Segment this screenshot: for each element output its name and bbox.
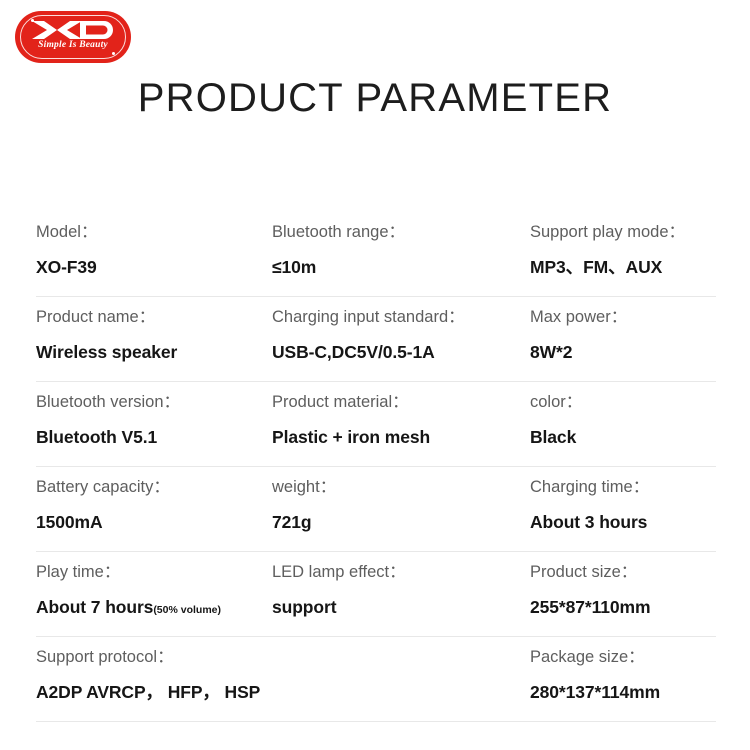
- spec-label: Support play mode：: [530, 223, 686, 241]
- logo-dot-bottom-right: [112, 52, 115, 55]
- spec-label: Model：: [36, 223, 98, 241]
- spec-value-main: About 7 hours: [36, 596, 154, 617]
- spec-label: LED lamp effect：: [272, 563, 406, 581]
- xo-brand-logo: Simple Is Beauty: [15, 11, 131, 63]
- table-row: Battery capacity： 1500mA weight： 721g Ch…: [36, 467, 716, 552]
- spec-cell: Battery capacity： 1500mA: [36, 479, 272, 531]
- spec-value: MP3、FM、AUX: [530, 256, 663, 277]
- spec-label: Max power：: [530, 308, 628, 326]
- spec-cell: LED lamp effect： support: [272, 564, 530, 616]
- spec-value: Black: [530, 426, 577, 447]
- spec-value: A2DP AVRCP， HFP， HSP: [36, 681, 261, 702]
- spec-cell: Product size： 255*87*110mm: [530, 564, 716, 616]
- spec-label: color：: [530, 393, 583, 411]
- spec-value: 721g: [272, 511, 312, 532]
- spec-cell: Product name： Wireless speaker: [36, 309, 272, 361]
- spec-label: Support protocol：: [36, 648, 174, 666]
- spec-cell: weight： 721g: [272, 479, 530, 531]
- spec-cell: Support protocol： A2DP AVRCP， HFP， HSP: [36, 649, 272, 701]
- table-row: Bluetooth version： Bluetooth V5.1 Produc…: [36, 382, 716, 467]
- spec-value: XO-F39: [36, 256, 97, 277]
- logo-dot-top-left: [31, 19, 34, 22]
- spec-value: support: [272, 596, 337, 617]
- spec-value: About 7 hours(50% volume): [36, 596, 272, 617]
- spec-value: Plastic + iron mesh: [272, 426, 431, 447]
- xo-wordmark-icon: [15, 19, 131, 41]
- spec-value: 255*87*110mm: [530, 596, 651, 617]
- spec-cell: Support play mode： MP3、FM、AUX: [530, 224, 716, 276]
- spec-label: Battery capacity：: [36, 478, 170, 496]
- spec-label: Product material：: [272, 393, 409, 411]
- spec-cell: Charging time： About 3 hours: [530, 479, 716, 531]
- spec-value: Bluetooth V5.1: [36, 426, 158, 447]
- spec-value: USB-C,DC5V/0.5-1A: [272, 341, 435, 362]
- spec-cell: Play time： About 7 hours(50% volume): [36, 564, 272, 616]
- spec-cell: Max power： 8W*2: [530, 309, 716, 361]
- spec-label: Bluetooth version：: [36, 393, 180, 411]
- spec-cell: Bluetooth range： ≤10m: [272, 224, 530, 276]
- spec-cell: Bluetooth version： Bluetooth V5.1: [36, 394, 272, 446]
- spec-value: 8W*2: [530, 341, 573, 362]
- table-row: Play time： About 7 hours(50% volume) LED…: [36, 552, 716, 637]
- spec-value: 280*137*114mm: [530, 681, 661, 702]
- spec-value: 1500mA: [36, 511, 103, 532]
- spec-label: Product name：: [36, 308, 156, 326]
- spec-cell: Model： XO-F39: [36, 224, 272, 276]
- product-parameter-table: Model： XO-F39 Bluetooth range： ≤10m Supp…: [36, 212, 716, 722]
- page-title: PRODUCT PARAMETER: [137, 76, 613, 120]
- table-row: Support protocol： A2DP AVRCP， HFP， HSP P…: [36, 637, 716, 722]
- spec-cell: color： Black: [530, 394, 716, 446]
- spec-label: Play time：: [36, 563, 121, 581]
- logo-tagline: Simple Is Beauty: [38, 40, 108, 50]
- spec-label: weight：: [272, 478, 337, 496]
- spec-label: Charging time：: [530, 478, 650, 496]
- spec-cell: Product material： Plastic + iron mesh: [272, 394, 530, 446]
- spec-label: Bluetooth range：: [272, 223, 406, 241]
- table-row: Product name： Wireless speaker Charging …: [36, 297, 716, 382]
- logo-inner-border: [20, 15, 126, 59]
- table-row: Model： XO-F39 Bluetooth range： ≤10m Supp…: [36, 212, 716, 297]
- spec-label: Product size：: [530, 563, 638, 581]
- spec-value: Wireless speaker: [36, 341, 178, 362]
- spec-label: Charging input standard：: [272, 308, 465, 326]
- spec-cell: Charging input standard： USB-C,DC5V/0.5-…: [272, 309, 530, 361]
- spec-value-note: (50% volume): [153, 603, 221, 616]
- spec-label: Package size：: [530, 648, 645, 666]
- spec-value: About 3 hours: [530, 511, 648, 532]
- spec-cell: Package size： 280*137*114mm: [530, 649, 716, 701]
- spec-value: ≤10m: [272, 256, 317, 277]
